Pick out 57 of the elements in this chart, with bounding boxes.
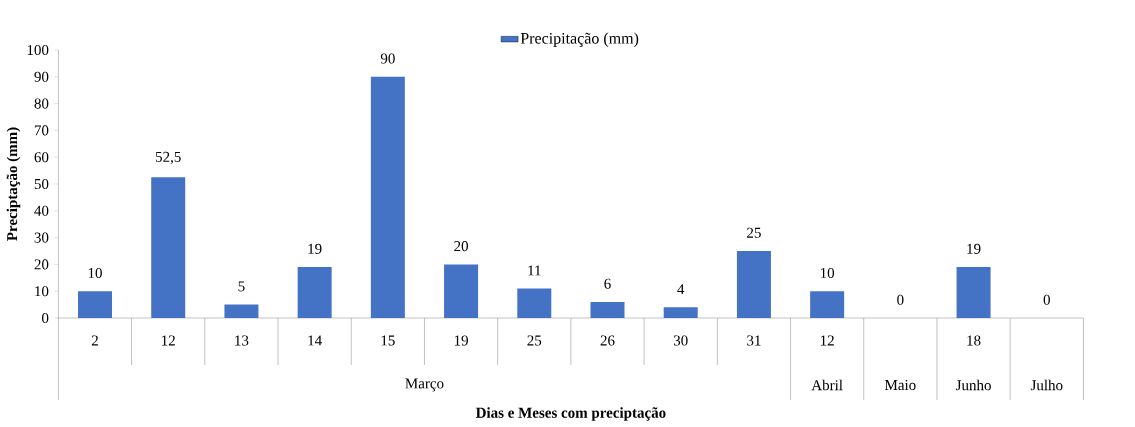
bar bbox=[444, 264, 479, 318]
data-label: 20 bbox=[454, 241, 468, 252]
x-tick-label: 15 bbox=[381, 335, 395, 346]
y-tick-label: 70 bbox=[34, 125, 49, 136]
data-label: 10 bbox=[820, 267, 835, 278]
y-axis-title: Preciptação (mm) bbox=[6, 127, 21, 241]
y-tick-label: 80 bbox=[34, 98, 49, 109]
y-tick-label: 20 bbox=[34, 259, 49, 270]
bar bbox=[78, 291, 112, 318]
data-label: 10 bbox=[88, 267, 102, 278]
x-tick-label: 13 bbox=[235, 335, 249, 346]
bar bbox=[224, 304, 259, 318]
text: Junho bbox=[955, 379, 991, 391]
legend-label: Precipitação (mm) bbox=[520, 32, 639, 47]
data-label: 4 bbox=[677, 284, 685, 295]
x-tick-label: 12 bbox=[162, 335, 175, 346]
text: Julho bbox=[1030, 379, 1063, 391]
x-axis-title: Dias e Meses com preciptação bbox=[475, 407, 666, 421]
x-tick-label: 14 bbox=[308, 335, 322, 346]
y-tick-label: 50 bbox=[34, 178, 49, 190]
y-tick-label: 90 bbox=[34, 71, 49, 82]
text: Maio bbox=[884, 379, 916, 391]
x-tick-label: 12 bbox=[820, 335, 834, 346]
y-tick-label: 0 bbox=[42, 312, 49, 324]
bar bbox=[517, 288, 552, 318]
data-label: 0 bbox=[897, 294, 904, 305]
data-label: 19 bbox=[308, 243, 322, 254]
bar bbox=[297, 267, 332, 318]
bar bbox=[663, 307, 698, 318]
data-label: 11 bbox=[528, 265, 541, 276]
y-tick-label: 100 bbox=[27, 44, 49, 56]
x-tick-label: 25 bbox=[527, 335, 542, 346]
x-tick-label: 30 bbox=[673, 335, 688, 346]
y-tick-label: 30 bbox=[34, 232, 49, 243]
data-label: 52,5 bbox=[155, 151, 181, 165]
bar bbox=[590, 301, 625, 318]
bar bbox=[151, 177, 186, 318]
data-label: 0 bbox=[1043, 294, 1050, 305]
bar bbox=[956, 267, 991, 318]
bar bbox=[370, 76, 405, 318]
data-label: 5 bbox=[238, 281, 245, 292]
data-label: 90 bbox=[380, 53, 395, 64]
y-tick-label: 10 bbox=[35, 286, 49, 297]
x-tick-label: 26 bbox=[600, 335, 615, 346]
y-tick-label: 60 bbox=[34, 152, 49, 163]
data-label: 19 bbox=[967, 243, 981, 254]
x-tick-label: 19 bbox=[454, 335, 468, 346]
bar bbox=[810, 291, 845, 318]
x-tick-label: 18 bbox=[967, 335, 981, 346]
x-tick-label: 2 bbox=[91, 335, 98, 346]
y-tick-label: 40 bbox=[34, 205, 49, 216]
data-label: 6 bbox=[604, 278, 611, 289]
data-label: 25 bbox=[747, 227, 761, 238]
bar bbox=[736, 251, 771, 318]
text: Abril bbox=[811, 379, 843, 391]
x-tick-label: 31 bbox=[747, 335, 761, 346]
text: Março bbox=[405, 378, 444, 392]
